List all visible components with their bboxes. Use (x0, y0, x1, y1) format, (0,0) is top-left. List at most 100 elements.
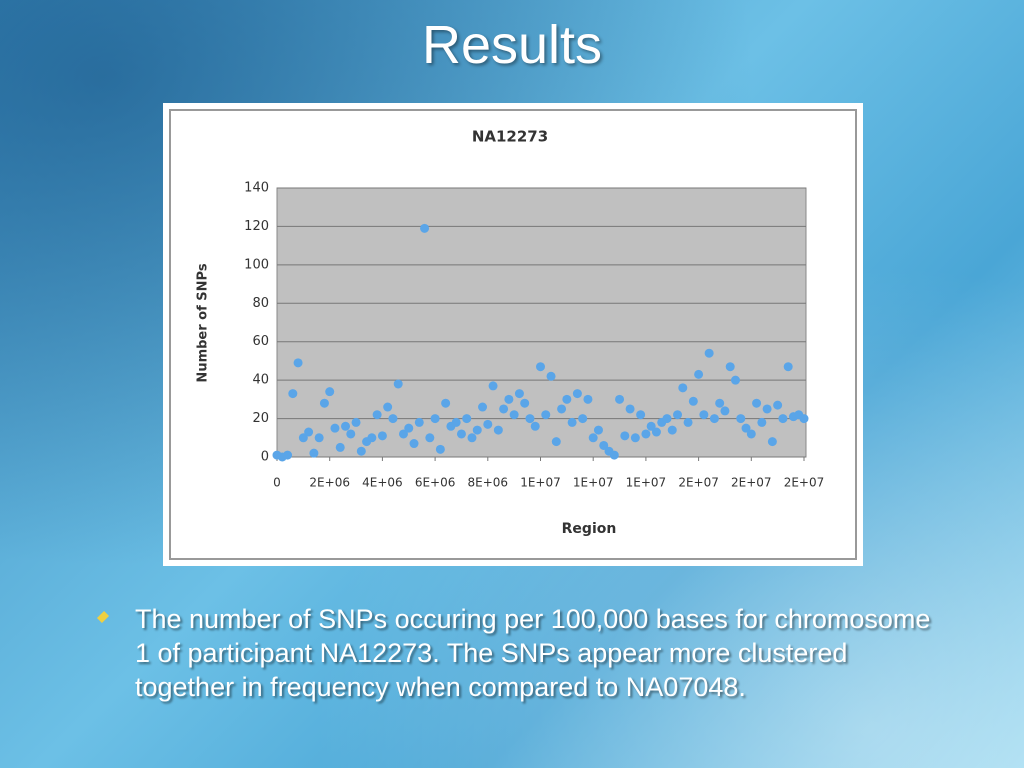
bullet-text: The number of SNPs occuring per 100,000 … (135, 604, 931, 702)
point (583, 394, 593, 404)
point (493, 425, 503, 435)
point (483, 419, 493, 429)
point (572, 389, 582, 399)
point (319, 398, 329, 408)
point (420, 223, 430, 233)
slide-title: Results (421, 15, 603, 75)
point (367, 433, 377, 443)
y-tick-label: 80 (252, 296, 269, 311)
point (694, 369, 704, 379)
point (325, 387, 335, 397)
point (288, 389, 298, 399)
point (451, 417, 461, 427)
point (599, 440, 609, 450)
bullet-marker (96, 610, 110, 624)
point (741, 423, 751, 433)
point (425, 433, 435, 443)
point (530, 421, 540, 431)
y-tick-label: 60 (252, 334, 269, 349)
point (630, 433, 640, 443)
point (462, 414, 472, 424)
point (593, 425, 603, 435)
point (335, 442, 345, 452)
point (762, 404, 772, 414)
point (309, 448, 319, 458)
point (546, 371, 556, 381)
point (662, 414, 672, 424)
x-tick-label: 2E+07 (784, 476, 825, 490)
point (435, 444, 445, 454)
point (752, 398, 762, 408)
point (646, 421, 656, 431)
point (651, 427, 661, 437)
point (541, 410, 551, 420)
y-tick-label: 20 (252, 411, 269, 426)
plot-area (276, 187, 807, 458)
point (699, 410, 709, 420)
point (536, 362, 545, 372)
point (504, 394, 514, 404)
x-tick-label: 4E+06 (362, 476, 403, 490)
point (730, 375, 740, 385)
point (778, 414, 788, 424)
point (609, 450, 619, 460)
point (514, 389, 524, 399)
y-axis-label: Number of SNPs (196, 263, 211, 382)
point (372, 410, 382, 420)
x-tick-label: 2E+07 (678, 476, 719, 490)
point (725, 362, 735, 372)
point (509, 410, 519, 420)
point (351, 417, 361, 427)
x-tick-label: 1E+07 (520, 476, 561, 490)
point (393, 379, 403, 389)
point (625, 404, 635, 414)
x-tick-label: 1E+07 (626, 476, 667, 490)
point (578, 414, 588, 424)
point (746, 429, 756, 439)
chart-title: NA12273 (472, 128, 548, 146)
point (409, 439, 419, 449)
point (414, 417, 424, 427)
point (757, 417, 767, 427)
point (683, 417, 693, 427)
point (767, 437, 777, 447)
point (736, 414, 746, 424)
point (478, 402, 488, 412)
point (783, 362, 793, 372)
point (293, 358, 303, 368)
x-tick-label: 8E+06 (468, 476, 509, 490)
point (341, 421, 351, 431)
point (715, 398, 725, 408)
x-tick-label: 2E+06 (309, 476, 350, 490)
point (567, 417, 577, 427)
point (298, 433, 308, 443)
point (346, 429, 356, 439)
y-tick-label: 100 (244, 257, 269, 272)
y-tick-label: 120 (244, 219, 269, 234)
y-tick-label: 40 (252, 373, 269, 388)
point (314, 433, 324, 443)
point (636, 410, 646, 420)
point (304, 427, 314, 437)
point (557, 404, 567, 414)
point (688, 396, 698, 406)
x-tick-label: 2E+07 (731, 476, 772, 490)
point (562, 394, 572, 404)
point (404, 423, 414, 433)
point (709, 414, 719, 424)
point (383, 402, 393, 412)
x-tick-label: 6E+06 (415, 476, 456, 490)
point (615, 394, 625, 404)
point (525, 414, 535, 424)
point (773, 400, 783, 410)
point (720, 406, 730, 416)
x-axis-label: Region (562, 521, 617, 537)
x-tick-label: 0 (273, 476, 281, 490)
y-tick-label: 0 (261, 450, 269, 465)
point (467, 433, 477, 443)
point (499, 404, 509, 414)
point (377, 431, 387, 441)
point (641, 429, 651, 439)
point (356, 446, 366, 456)
